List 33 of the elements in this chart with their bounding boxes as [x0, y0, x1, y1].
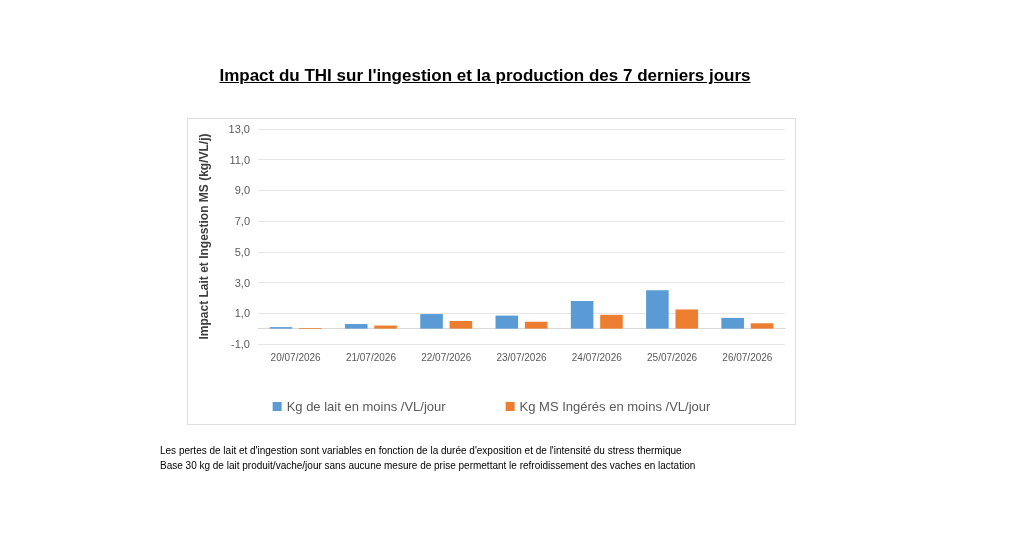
- text: Base 30 kg de lait produit/vache/jour sans aucune mesure de prise permettant le refroidissement des vaches en lactation: [160, 459, 696, 473]
- bar: [420, 314, 443, 329]
- bar: [495, 315, 519, 329]
- y-tick-label: -1,0: [231, 338, 250, 350]
- bar: [344, 324, 368, 329]
- bar: [374, 325, 397, 329]
- y-tick-label: 13,0: [228, 123, 250, 135]
- bar: [570, 301, 594, 329]
- bar: [524, 321, 548, 329]
- y-axis-title: Impact Lait et Ingestion MS (kg/VL/j): [197, 133, 211, 340]
- x-tick-label: 20/07/2026: [270, 351, 322, 363]
- bar: [449, 320, 473, 329]
- chart-title: Impact du THI sur l'ingestion et la production des 7 derniers jours: [218, 66, 752, 86]
- x-tick-label: 21/07/2026: [345, 351, 397, 363]
- bar: [675, 309, 699, 329]
- bar: [646, 290, 669, 329]
- x-tick-label: 22/07/2026: [421, 351, 472, 363]
- bar: [721, 317, 744, 329]
- x-tick-label: 25/07/2026: [647, 351, 698, 363]
- y-tick-label: 11,0: [229, 153, 250, 166]
- bar: [600, 314, 623, 329]
- y-tick-label: 9,0: [234, 184, 250, 197]
- y-tick-label: 5,0: [234, 245, 250, 258]
- bar: [750, 323, 774, 329]
- y-tick-label: 3,0: [234, 276, 250, 289]
- x-tick-label: 23/07/2026: [496, 351, 547, 363]
- text: Les pertes de lait et d'ingestion sont variables en fonction de la durée d'exposition et de l'intensité du stress thermique: [160, 444, 683, 458]
- y-tick-label: 7,0: [234, 215, 250, 228]
- legend-label: Kg de lait en moins /VL/jour: [286, 399, 447, 414]
- y-tick-label: 1,0: [234, 307, 250, 320]
- x-tick-label: 26/07/2026: [722, 351, 773, 363]
- x-tick-label: 24/07/2026: [571, 351, 623, 363]
- legend-label: Kg MS Ingérés en moins /VL/jour: [519, 399, 712, 414]
